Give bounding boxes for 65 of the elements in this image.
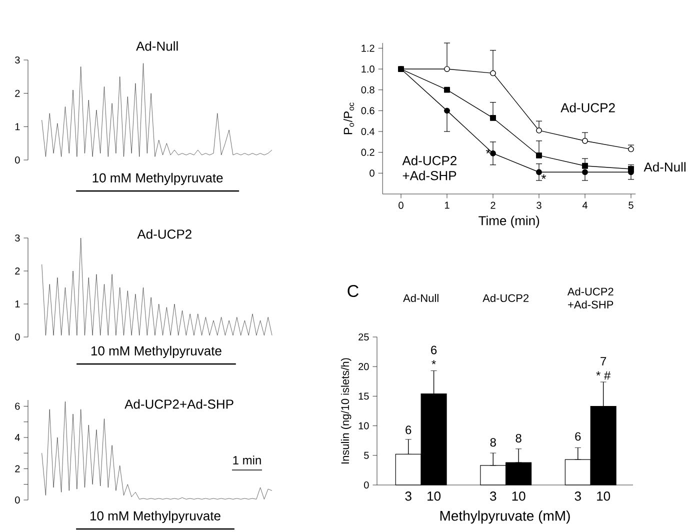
y-tick-label: 1.2 — [362, 44, 374, 52]
x-tick-label: Ad-UCP2 +Ad-SHP — [567, 287, 614, 309]
y-tick-label: 2 — [15, 268, 20, 274]
chart-title: Ad-UCP2+Ad-SHP — [124, 399, 234, 409]
y-tick-label: 20 — [358, 363, 369, 370]
series-label: Ad-Null — [644, 162, 686, 172]
series-label: Ad-UCP2 — [560, 102, 615, 112]
annotation: 6 — [406, 426, 412, 434]
y-tick-label: 2 — [15, 90, 20, 97]
x-axis-title: Methylpyruvate (mM) — [440, 510, 570, 524]
y-axis-title: P$_{o}$/P$_{oc}$ — [343, 102, 354, 134]
y-tick-label: 10 — [358, 422, 369, 430]
y-tick-label: 5 — [364, 452, 369, 459]
text: 3 — [574, 492, 581, 501]
y-tick-label: 0 — [364, 481, 369, 489]
text: C — [348, 284, 358, 298]
y-tick-label: 0 — [15, 333, 20, 341]
x-tick-label: Ad-Null — [403, 294, 438, 302]
y-tick-label: 3 — [15, 56, 20, 64]
x-axis-title: Time (min) — [478, 216, 540, 228]
text: Ad-UCP2 +Ad-SHP — [402, 156, 456, 180]
x-tick-label: 5 — [628, 202, 634, 209]
annotation: * — [486, 148, 491, 154]
text: 10 mM Methylpyruvate — [92, 172, 223, 186]
y-tick-label: 1 — [15, 300, 20, 308]
y-tick-label: 3 — [15, 234, 20, 242]
y-tick-label: 0.8 — [361, 86, 374, 94]
text: 10 mM Methylpyruvate — [91, 346, 222, 358]
annotation: * — [541, 174, 546, 179]
x-tick-label: 3 — [536, 202, 542, 209]
y-tick-label: 25 — [358, 333, 369, 341]
y-tick-label: 0.6 — [361, 107, 374, 114]
annotation: 1 min — [233, 456, 261, 464]
text: 10 mM Methylpyruvate — [90, 510, 220, 524]
x-tick-label: 2 — [490, 202, 496, 209]
chart-title: Ad-UCP2 — [137, 229, 192, 239]
series-label: 3 — [405, 492, 412, 501]
y-tick-label: 0 — [370, 170, 374, 177]
x-tick-label: Ad-UCP2 — [482, 294, 529, 302]
y-tick-label: 0.2 — [361, 148, 374, 156]
y-tick-label: 1 — [15, 123, 20, 130]
annotation: 8 — [516, 434, 522, 442]
y-tick-label: 1.0 — [362, 65, 374, 73]
annotation: 6 — [575, 432, 581, 441]
y-tick-label: 0.4 — [361, 128, 375, 136]
y-tick-label: 6 — [15, 402, 20, 410]
x-tick-label: 0 — [398, 202, 404, 209]
annotation: 6 — [431, 346, 437, 354]
y-tick-label: 0 — [15, 156, 20, 164]
y-tick-label: 2 — [15, 465, 20, 472]
y-tick-label: 0 — [15, 496, 20, 504]
annotation: * — [432, 360, 436, 364]
text: 10 — [597, 492, 610, 501]
annotation: 7 — [600, 357, 606, 366]
y-axis-title: Insulin (ng/10 islets/h) — [340, 358, 352, 464]
text: 3 — [490, 492, 496, 501]
chart-title: Ad-Null — [136, 41, 178, 51]
annotation: * # — [596, 371, 611, 380]
annotation: 8 — [490, 438, 496, 447]
x-tick-label: 4 — [582, 202, 588, 209]
series-label: 10 — [428, 492, 441, 501]
text: 10 — [512, 492, 526, 501]
y-tick-label: 4 — [14, 434, 20, 441]
x-tick-label: 1 — [444, 202, 450, 209]
y-tick-label: 15 — [358, 392, 369, 400]
